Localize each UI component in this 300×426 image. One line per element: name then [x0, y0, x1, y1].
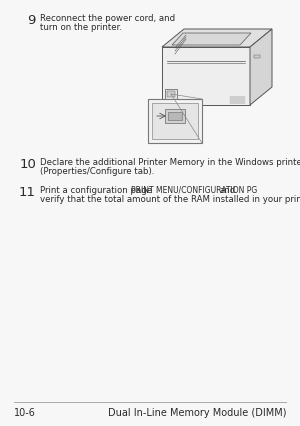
- Text: 10-6: 10-6: [14, 407, 36, 417]
- Bar: [148, 100, 202, 144]
- Bar: [168, 113, 182, 121]
- Text: 9: 9: [28, 14, 36, 27]
- Text: turn on the printer.: turn on the printer.: [40, 23, 122, 32]
- Bar: [167, 92, 175, 98]
- Bar: [165, 90, 177, 100]
- Polygon shape: [250, 30, 272, 106]
- Text: verify that the total amount of the RAM installed in your printer is listed.: verify that the total amount of the RAM …: [40, 195, 300, 204]
- Bar: [152, 104, 198, 140]
- Polygon shape: [172, 34, 251, 46]
- Text: Dual In-Line Memory Module (DIMM): Dual In-Line Memory Module (DIMM): [107, 407, 286, 417]
- Text: and: and: [220, 186, 236, 195]
- Text: 11: 11: [19, 186, 36, 199]
- Polygon shape: [162, 30, 272, 48]
- Text: Print a configuration page: Print a configuration page: [40, 186, 155, 195]
- Polygon shape: [162, 48, 250, 106]
- Bar: [254, 56, 260, 59]
- Bar: [165, 110, 185, 124]
- Text: PRINT MENU/CONFIGURATION PG: PRINT MENU/CONFIGURATION PG: [131, 186, 257, 195]
- Text: Declare the additional Printer Memory in the Windows printer driver: Declare the additional Printer Memory in…: [40, 158, 300, 167]
- Text: Reconnect the power cord, and: Reconnect the power cord, and: [40, 14, 175, 23]
- Text: (Properties/Configure tab).: (Properties/Configure tab).: [40, 167, 154, 176]
- Text: 10: 10: [19, 158, 36, 170]
